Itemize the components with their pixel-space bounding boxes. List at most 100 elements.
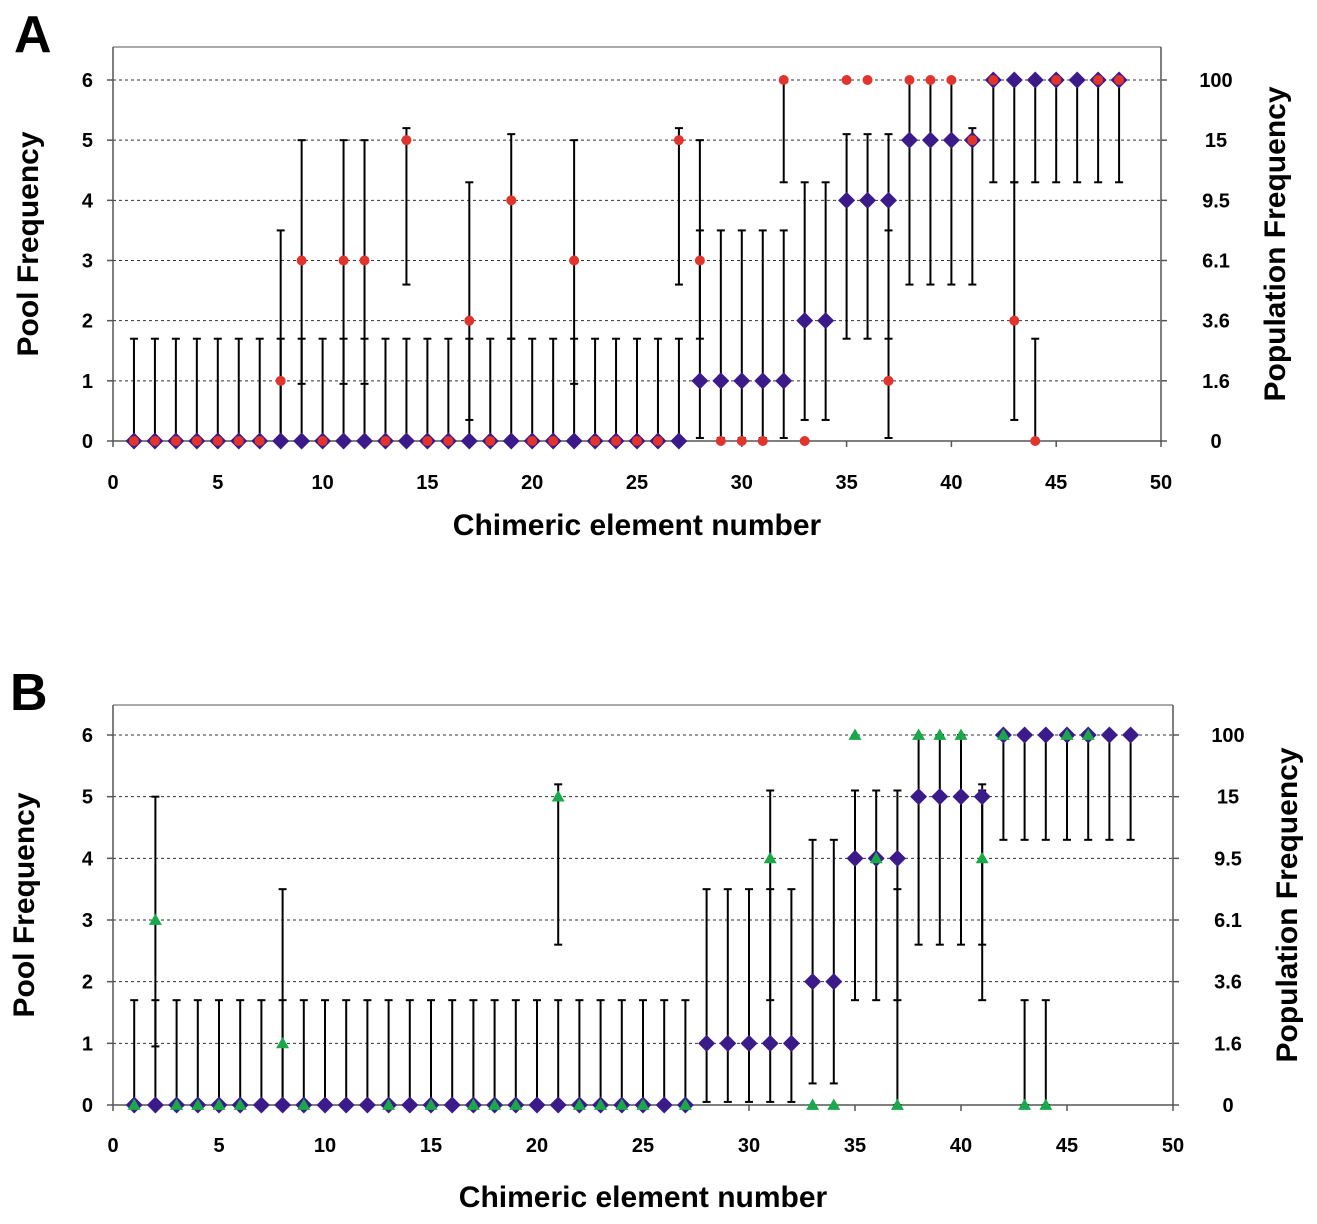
circle-marker — [380, 436, 391, 446]
circle-marker — [275, 375, 286, 386]
circle-marker — [1114, 75, 1125, 85]
diamond-marker — [910, 788, 928, 806]
diamond-marker — [952, 788, 970, 806]
diamond-marker — [358, 1096, 376, 1114]
x-tick-label: 30 — [738, 1135, 760, 1157]
x-tick-label: 30 — [731, 472, 753, 494]
diamond-marker — [921, 131, 939, 149]
triangle-marker — [1060, 728, 1074, 740]
diamond-marker — [443, 1096, 461, 1114]
triangle-marker — [1039, 1098, 1053, 1110]
y-tick-label: 6 — [82, 70, 93, 92]
y2-axis-title: Population Frequency — [1271, 747, 1304, 1062]
y2-tick-label: 15 — [1205, 130, 1227, 152]
circle-marker — [778, 75, 789, 85]
circle-marker — [485, 436, 496, 446]
y-tick-label: 0 — [82, 1095, 93, 1117]
diamond-marker — [356, 432, 374, 450]
circle-marker — [673, 135, 684, 146]
diamond-marker — [252, 1096, 270, 1114]
circle-marker — [1009, 315, 1020, 326]
x-tick-label: 20 — [521, 472, 543, 494]
diamond-marker — [712, 372, 730, 390]
circle-marker — [212, 436, 223, 446]
circle-marker — [569, 255, 580, 266]
y-tick-label: 4 — [82, 848, 94, 870]
x-tick-label: 10 — [311, 472, 333, 494]
diamond-marker — [880, 191, 898, 209]
triangle-marker — [191, 1098, 205, 1110]
x-tick-label: 35 — [844, 1135, 866, 1157]
y-tick-label: 3 — [82, 910, 93, 932]
triangle-marker — [848, 728, 862, 740]
y-tick-label: 2 — [82, 311, 93, 333]
diamond-marker — [293, 432, 311, 450]
y-tick-label: 5 — [82, 787, 93, 809]
y-tick-label: 3 — [82, 251, 93, 273]
circle-marker — [590, 436, 601, 446]
x-tick-label: 20 — [526, 1135, 548, 1157]
circle-marker — [1030, 436, 1041, 446]
triangle-marker — [975, 851, 989, 864]
circle-marker — [611, 436, 622, 446]
circle-marker — [736, 436, 747, 446]
triangle-marker — [509, 1098, 523, 1110]
triangle-marker — [763, 851, 777, 864]
y2-tick-label: 3.6 — [1202, 311, 1230, 333]
y2-tick-label: 9.5 — [1214, 848, 1242, 870]
y2-tick-label: 1.6 — [1202, 371, 1230, 393]
circle-marker — [149, 436, 160, 446]
diamond-marker — [846, 849, 864, 867]
x-tick-label: 40 — [940, 472, 962, 494]
triangle-marker — [233, 1098, 247, 1110]
circle-marker — [862, 75, 873, 85]
triangle-marker — [170, 1098, 184, 1110]
diamond-marker — [337, 1096, 355, 1114]
triangle-marker — [297, 1098, 311, 1110]
circle-marker — [254, 436, 265, 446]
circle-marker — [694, 255, 705, 266]
diamond-marker — [719, 1034, 737, 1052]
diamond-marker — [528, 1096, 546, 1114]
diamond-marker — [274, 1096, 292, 1114]
diamond-marker — [272, 432, 290, 450]
y-axis-title: Pool Frequency — [8, 792, 41, 1017]
circle-marker — [1093, 75, 1104, 85]
x-tick-label: 10 — [314, 1135, 336, 1157]
y2-tick-label: 9.5 — [1202, 190, 1230, 212]
diamond-marker — [740, 1034, 758, 1052]
x-tick-label: 25 — [632, 1135, 654, 1157]
diamond-marker — [397, 432, 415, 450]
y-tick-label: 2 — [82, 972, 93, 994]
triangle-marker — [933, 728, 947, 740]
y2-tick-label: 0 — [1222, 1095, 1233, 1117]
y-tick-label: 1 — [82, 1033, 93, 1055]
circle-marker — [422, 436, 433, 446]
diamond-marker — [973, 788, 991, 806]
diamond-marker — [565, 432, 583, 450]
diamond-marker — [335, 432, 353, 450]
circle-marker — [170, 436, 181, 446]
diamond-marker — [1068, 71, 1086, 89]
y2-tick-label: 0 — [1210, 431, 1221, 453]
circle-marker — [841, 75, 852, 85]
x-tick-label: 5 — [213, 1135, 224, 1157]
diamond-marker — [775, 372, 793, 390]
y-tick-label: 0 — [82, 431, 93, 453]
diamond-marker — [670, 432, 688, 450]
diamond-marker — [655, 1096, 673, 1114]
circle-marker — [401, 135, 412, 146]
circle-marker — [317, 436, 328, 446]
triangle-marker — [594, 1098, 608, 1110]
x-tick-label: 50 — [1162, 1135, 1184, 1157]
y2-axis-title: Population Frequency — [1259, 86, 1292, 401]
circle-marker — [632, 436, 642, 446]
triangle-marker — [678, 1098, 692, 1110]
diamond-marker — [804, 973, 822, 991]
triangle-marker — [1081, 728, 1095, 740]
circle-marker — [946, 75, 957, 85]
triangle-marker — [615, 1098, 629, 1110]
circle-marker — [967, 135, 978, 146]
triangle-marker — [996, 728, 1010, 740]
x-tick-label: 25 — [626, 472, 648, 494]
